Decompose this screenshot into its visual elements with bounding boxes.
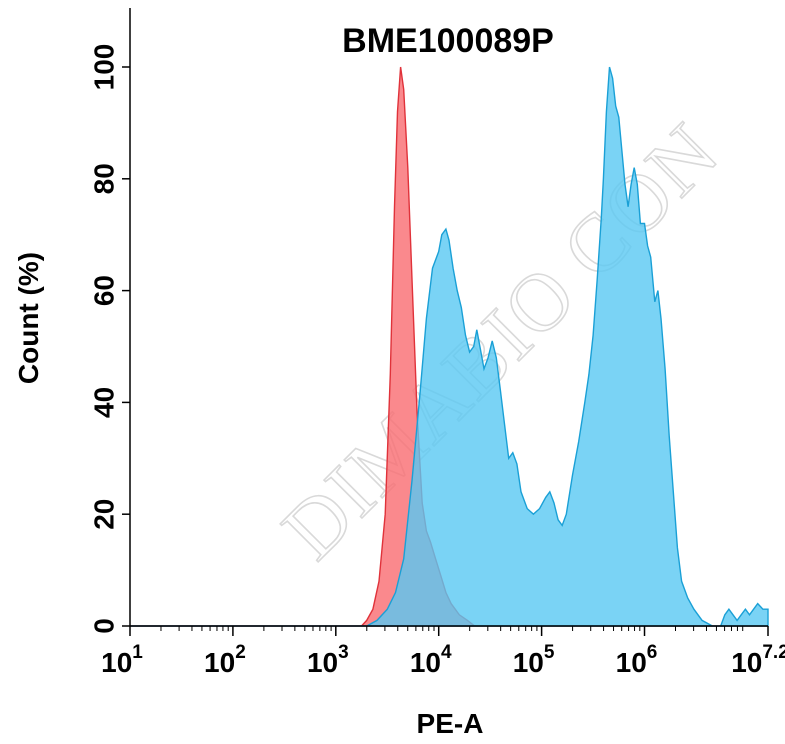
x-tick-label: 107.2 xyxy=(731,642,785,678)
y-tick-label: 80 xyxy=(89,163,120,194)
x-axis-label: PE-A xyxy=(417,708,484,739)
x-tick-label: 102 xyxy=(204,642,246,678)
y-axis-label: Count (%) xyxy=(13,252,44,384)
y-tick-label: 0 xyxy=(89,618,120,634)
y-ticks: 0 20 40 60 80 100 xyxy=(89,44,130,634)
y-tick-label: 20 xyxy=(89,499,120,530)
series-2-histogram xyxy=(130,66,769,627)
chart-title: BME100089P xyxy=(342,22,554,60)
x-tick-label: 104 xyxy=(410,642,452,678)
x-ticks: 101 102 103 104 105 106 107.2 xyxy=(101,626,785,678)
y-tick-label: 100 xyxy=(89,44,120,91)
x-tick-label: 103 xyxy=(307,642,349,678)
y-tick-label: 40 xyxy=(89,387,120,418)
series-layer xyxy=(130,66,769,627)
x-tick-label: 101 xyxy=(101,642,143,678)
x-tick-label: 105 xyxy=(513,642,555,678)
y-tick-label: 60 xyxy=(89,275,120,306)
x-tick-label: 106 xyxy=(616,642,658,678)
axes xyxy=(129,8,768,627)
